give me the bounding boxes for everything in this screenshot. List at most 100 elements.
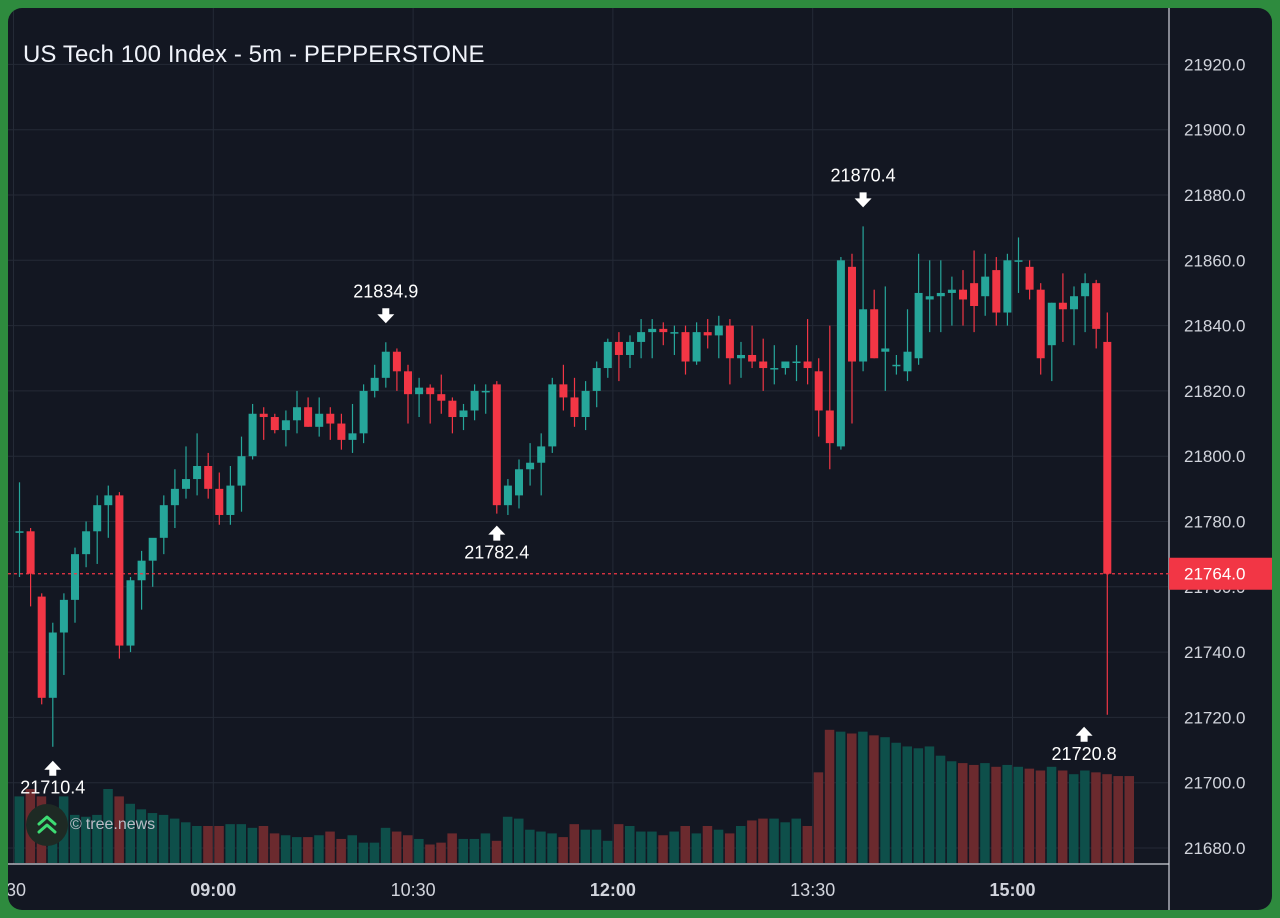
- candle-body: [426, 387, 435, 395]
- low-annotation-label: 21782.4: [464, 543, 529, 563]
- volume-bar: [181, 822, 191, 863]
- candle-body: [814, 371, 823, 411]
- volume-bar: [103, 789, 113, 863]
- volume-bar: [713, 829, 724, 863]
- x-tick-label: :30: [8, 880, 26, 900]
- watermark-text: © tree.news: [70, 816, 155, 834]
- chart-title: US Tech 100 Index - 5m - PEPPERSTONE: [23, 41, 485, 68]
- candle-body: [381, 351, 390, 378]
- x-tick-label: 15:00: [989, 880, 1035, 900]
- candle-body: [459, 410, 468, 418]
- candle-body: [470, 390, 479, 411]
- volume-bar: [724, 833, 735, 863]
- y-tick-label: 21800.0: [1184, 447, 1245, 466]
- candle-body: [337, 423, 346, 440]
- candle-body: [248, 413, 257, 457]
- y-tick-label: 21900.0: [1184, 121, 1245, 140]
- volume-bar: [858, 731, 868, 863]
- volume-bar: [880, 737, 890, 863]
- watermark-brand: tree.news: [85, 816, 156, 833]
- candle-body: [614, 341, 623, 355]
- candle-body: [570, 397, 579, 418]
- candle-body: [970, 283, 979, 307]
- volume-bar: [980, 763, 990, 863]
- candle-body: [770, 368, 779, 370]
- low-annotation-label: 21710.4: [20, 778, 85, 798]
- volume-bar: [902, 746, 912, 863]
- volume-bar: [391, 831, 402, 863]
- volume-bar: [1002, 764, 1012, 863]
- low-annotation-label: 21720.8: [1052, 744, 1117, 764]
- candle-body: [481, 390, 490, 393]
- candle-body: [26, 531, 35, 574]
- candle-body: [692, 332, 701, 362]
- volume-bar: [591, 829, 602, 863]
- volume-bar: [547, 833, 557, 863]
- volume-bar: [802, 826, 813, 863]
- candle-body: [348, 433, 357, 440]
- arrow-down-icon: [377, 308, 395, 324]
- candle-body: [581, 390, 590, 418]
- y-tick-label: 21920.0: [1184, 55, 1245, 74]
- candle-body: [903, 351, 912, 372]
- volume-bar: [480, 833, 491, 863]
- volume-bar: [325, 831, 335, 863]
- volume-bar: [414, 838, 424, 863]
- volume-bar: [403, 835, 413, 863]
- volume-bar: [292, 837, 302, 863]
- volume-bar: [569, 824, 579, 863]
- candle-body: [559, 384, 568, 398]
- candle-body: [637, 332, 646, 342]
- volume-bar: [14, 796, 24, 863]
- candlestick-chart[interactable]: 21920.0 21900.0 21880.0 21860.0 21840.0 21820…: [8, 8, 1272, 910]
- volume-bar: [502, 816, 513, 863]
- volume-bar: [869, 735, 879, 863]
- volume-bar: [447, 833, 457, 863]
- candle-body: [259, 413, 268, 418]
- candle-body: [304, 407, 313, 427]
- volume-bar: [1091, 772, 1101, 863]
- candle-body: [237, 456, 246, 486]
- tree-news-logo: [26, 804, 68, 846]
- volume-bar: [280, 835, 291, 863]
- candle-body: [1047, 302, 1056, 346]
- candle-body: [182, 479, 190, 489]
- candle-body: [1014, 260, 1023, 262]
- candle-body: [981, 276, 990, 297]
- y-tick-label: 21820.0: [1184, 382, 1245, 401]
- candle-body: [370, 377, 379, 391]
- volume-bar: [636, 831, 646, 863]
- volume-bars: [14, 729, 1134, 863]
- y-tick-label: 21680.0: [1184, 839, 1245, 858]
- high-annotation-label: 21870.4: [831, 165, 896, 185]
- volume-bar: [425, 844, 435, 863]
- volume-bar: [214, 826, 224, 863]
- y-tick-label: 21720.0: [1184, 708, 1245, 727]
- volume-bar: [1035, 770, 1046, 863]
- volume-bar: [758, 818, 768, 863]
- volume-bar: [81, 816, 91, 863]
- volume-bar: [935, 755, 946, 863]
- volume-bar: [136, 809, 147, 863]
- volume-bar: [791, 818, 801, 863]
- candle-body: [936, 292, 945, 297]
- volume-bar: [969, 764, 979, 863]
- candle-body: [204, 465, 213, 489]
- candle-body: [914, 292, 923, 359]
- candle-body: [115, 495, 124, 646]
- candle-body: [870, 309, 879, 359]
- volume-bar: [147, 813, 158, 863]
- volume-bar: [702, 826, 713, 863]
- volume-bar: [247, 827, 258, 863]
- volume-bar: [70, 814, 80, 863]
- candle-body: [82, 531, 91, 555]
- volume-bar: [813, 772, 824, 863]
- volume-bar: [158, 814, 169, 863]
- candle-body: [947, 289, 956, 293]
- volume-bar: [1124, 776, 1134, 863]
- volume-bar: [1080, 770, 1090, 863]
- candle-body: [892, 364, 901, 367]
- volume-bar: [669, 831, 679, 863]
- volume-bar: [580, 829, 591, 863]
- candle-body: [881, 348, 890, 352]
